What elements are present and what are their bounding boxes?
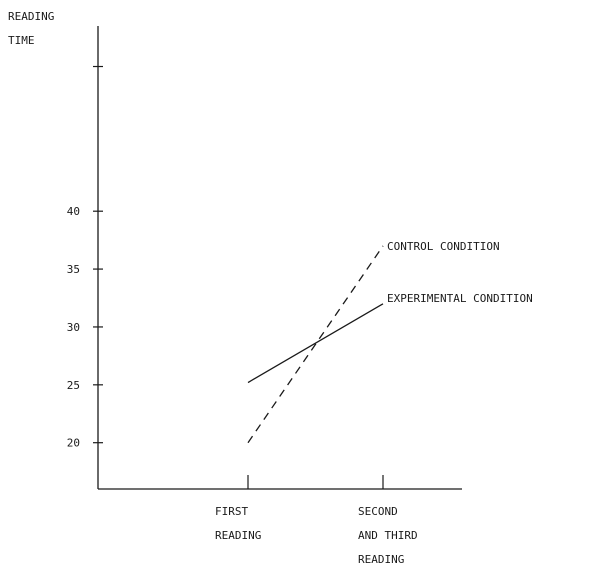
x-tick-label: READING: [215, 529, 261, 542]
y-tick-label: 35: [67, 263, 80, 276]
series-layer: CONTROL CONDITION EXPERIMENTAL CONDITION: [247, 240, 533, 444]
experimental-condition-line: [247, 303, 384, 384]
y-tick-label: 30: [67, 321, 80, 334]
x-tick-label: AND THIRD: [358, 529, 418, 542]
x-tick-label: READING: [358, 553, 404, 564]
y-axis-ticks: 20 25 30 35 40: [67, 65, 103, 450]
x-tick-label: FIRST: [215, 505, 248, 518]
y-axis-label-line-2: TIME: [8, 34, 35, 47]
y-tick-label: 25: [67, 379, 80, 392]
x-tick-label: SECOND: [358, 505, 398, 518]
y-tick-label: 20: [67, 437, 80, 450]
y-tick-label: 40: [67, 205, 80, 218]
y-axis-label-line-1: READING: [8, 10, 54, 23]
x-axis-ticks: FIRST READING SECOND AND THIRD READING: [215, 475, 418, 564]
experimental-condition-label: EXPERIMENTAL CONDITION: [387, 292, 533, 305]
control-condition-label: CONTROL CONDITION: [387, 240, 500, 253]
control-condition-line: [247, 245, 384, 444]
